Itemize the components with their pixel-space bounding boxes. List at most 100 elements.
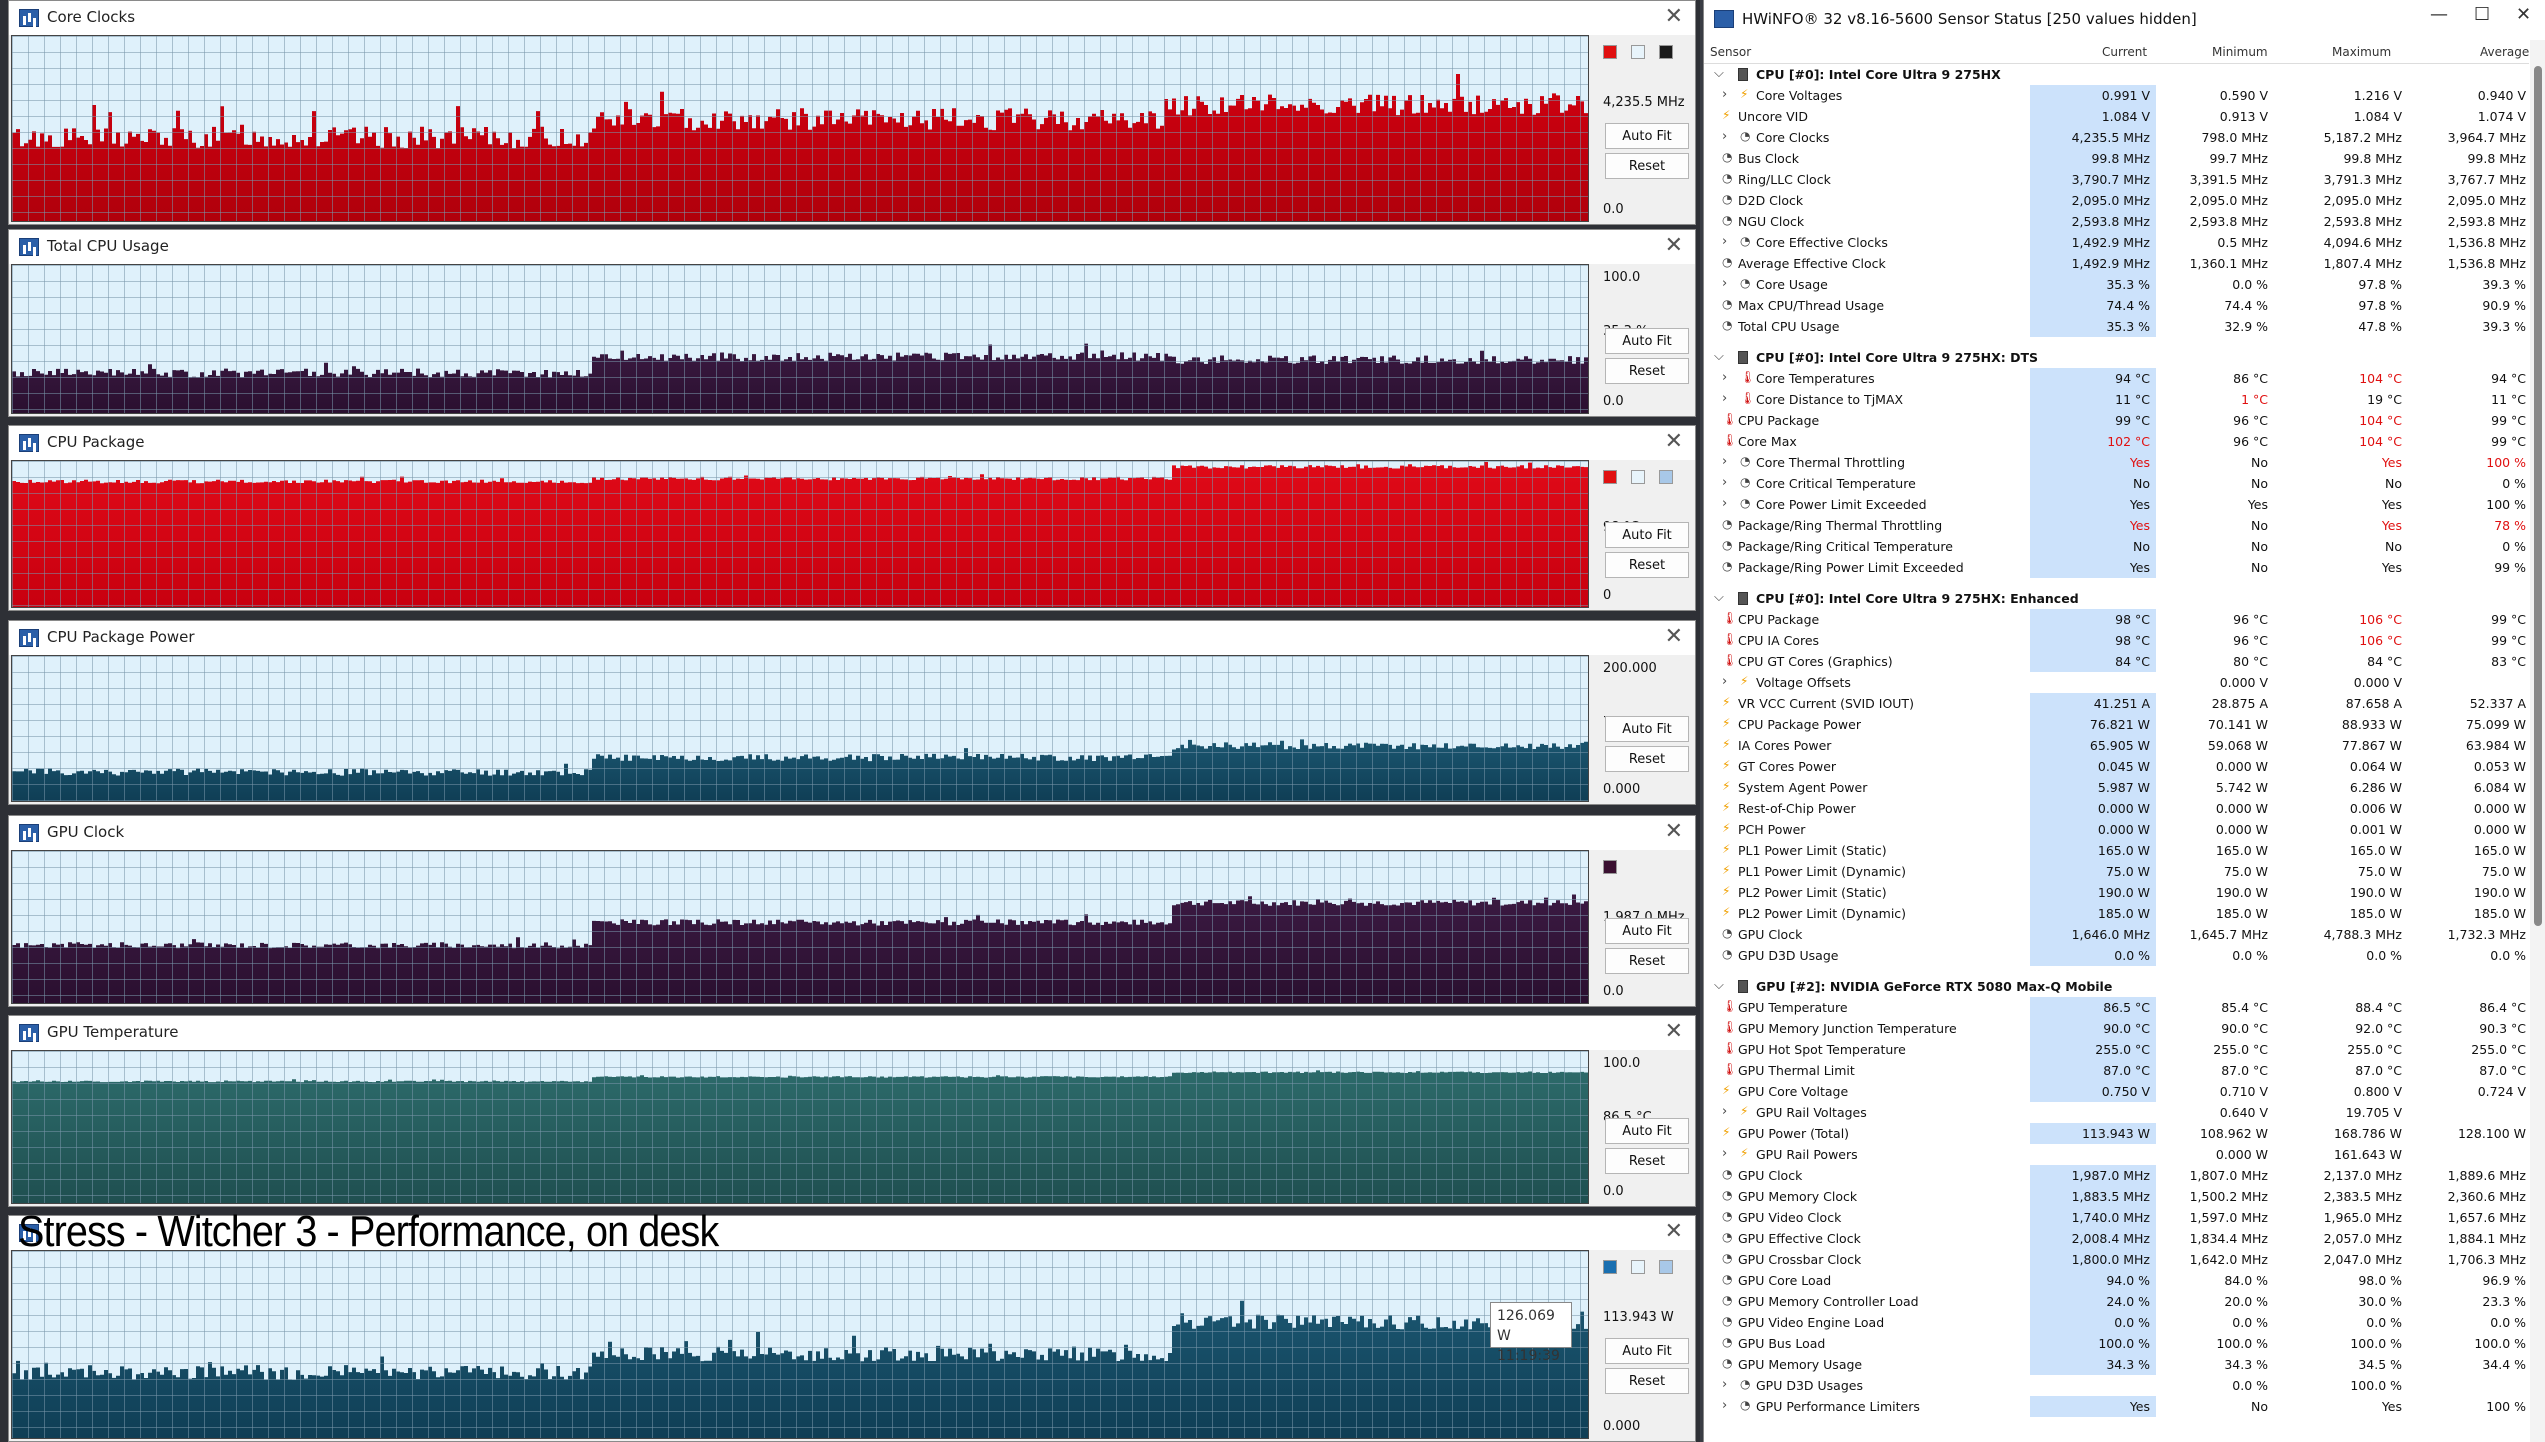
- sensor-row[interactable]: ⚡ Uncore VID 1.084 V 0.913 V 1.084 V 1.074 V: [1704, 106, 2529, 127]
- sensor-row[interactable]: ⚡ IA Cores Power 65.905 W 59.068 W 77.867 W 6…: [1704, 735, 2529, 756]
- sensor-row[interactable]: ◔ Ring/LLC Clock 3,790.7 MHz 3,391.5 MHz 3,7…: [1704, 169, 2529, 190]
- graph-titlebar[interactable]: Total CPU Usage ✕: [9, 230, 1695, 264]
- close-icon[interactable]: ✕: [1664, 233, 1683, 258]
- sensor-row[interactable]: ⚡ PL2 Power Limit (Static) 190.0 W 190.0 W 1…: [1704, 882, 2529, 903]
- sensor-row[interactable]: ◔ Total CPU Usage 35.3 % 32.9 % 47.8 % 39.3 %: [1704, 316, 2529, 337]
- close-button[interactable]: ✕: [2516, 4, 2532, 25]
- chevron-right-icon[interactable]: ›: [1722, 234, 1728, 249]
- sensor-group-header[interactable]: ⌵ CPU [#0]: Intel Core Ultra 9 275HX: DT…: [1704, 347, 2529, 368]
- sensor-group-header[interactable]: ⌵ GPU [#2]: NVIDIA GeForce RTX 5080 Max-…: [1704, 976, 2529, 997]
- chevron-right-icon[interactable]: ›: [1722, 1146, 1728, 1161]
- auto-fit-button[interactable]: Auto Fit: [1605, 918, 1689, 944]
- minimize-button[interactable]: —: [2430, 4, 2448, 25]
- chevron-right-icon[interactable]: ›: [1722, 1377, 1728, 1392]
- sensor-row[interactable]: 🌡 CPU Package 98 °C 96 °C 106 °C 99 °C: [1704, 609, 2529, 630]
- sensor-row[interactable]: ◔ GPU Memory Clock 1,883.5 MHz 1,500.2 MHz 2…: [1704, 1186, 2529, 1207]
- close-icon[interactable]: ✕: [1664, 429, 1683, 454]
- sensor-group-header[interactable]: ⌵ CPU [#0]: Intel Core Ultra 9 275HX: En…: [1704, 588, 2529, 609]
- series-color-swatch[interactable]: [1631, 470, 1645, 484]
- sensor-row[interactable]: › ⚡ Core Voltages 0.991 V 0.590 V 1.216 V 0.94…: [1704, 85, 2529, 106]
- graph-titlebar[interactable]: Core Clocks ✕: [9, 1, 1695, 35]
- graph-titlebar[interactable]: ✕: [9, 1216, 1695, 1250]
- chevron-down-icon[interactable]: ⌵: [1714, 590, 1724, 605]
- sensor-row[interactable]: ◔ GPU Memory Usage 34.3 % 34.3 % 34.5 % 34.4 …: [1704, 1354, 2529, 1375]
- sensor-row[interactable]: ⚡ CPU Package Power 76.821 W 70.141 W 88.933…: [1704, 714, 2529, 735]
- series-color-swatch[interactable]: [1659, 470, 1673, 484]
- auto-fit-button[interactable]: Auto Fit: [1605, 716, 1689, 742]
- close-icon[interactable]: ✕: [1664, 1019, 1683, 1044]
- reset-button[interactable]: Reset: [1605, 1368, 1689, 1394]
- graph-titlebar[interactable]: GPU Clock ✕: [9, 816, 1695, 850]
- chevron-right-icon[interactable]: ›: [1722, 454, 1728, 469]
- close-icon[interactable]: ✕: [1664, 4, 1683, 29]
- graph-titlebar[interactable]: CPU Package ✕: [9, 426, 1695, 460]
- sensor-row[interactable]: ◔ GPU Clock 1,987.0 MHz 1,807.0 MHz 2,137.0 …: [1704, 1165, 2529, 1186]
- auto-fit-button[interactable]: Auto Fit: [1605, 522, 1689, 548]
- close-icon[interactable]: ✕: [1664, 1219, 1683, 1244]
- sensor-row[interactable]: ◔ GPU Bus Load 100.0 % 100.0 % 100.0 % 100.0 …: [1704, 1333, 2529, 1354]
- auto-fit-button[interactable]: Auto Fit: [1605, 123, 1689, 149]
- sensor-row[interactable]: ◔ GPU Clock 1,646.0 MHz 1,645.7 MHz 4,788.3 …: [1704, 924, 2529, 945]
- sensor-row[interactable]: ◔ GPU Memory Controller Load 24.0 % 20.0 % 3…: [1704, 1291, 2529, 1312]
- sensor-row[interactable]: › ⚡ GPU Rail Voltages 0.640 V 19.705 V: [1704, 1102, 2529, 1123]
- sensor-row[interactable]: › ⚡ Voltage Offsets 0.000 V 0.000 V: [1704, 672, 2529, 693]
- auto-fit-button[interactable]: Auto Fit: [1605, 328, 1689, 354]
- col-current[interactable]: Current: [2102, 45, 2148, 59]
- sensor-row[interactable]: ◔ NGU Clock 2,593.8 MHz 2,593.8 MHz 2,593.8 …: [1704, 211, 2529, 232]
- sensor-row[interactable]: ◔ Average Effective Clock 1,492.9 MHz 1,360…: [1704, 253, 2529, 274]
- sensor-row[interactable]: ◔ Package/Ring Critical Temperature No No No…: [1704, 536, 2529, 557]
- sensor-row[interactable]: 🌡 Core Max 102 °C 96 °C 104 °C 99 °C: [1704, 431, 2529, 452]
- sensor-row[interactable]: ⚡ PL1 Power Limit (Dynamic) 75.0 W 75.0 W 75…: [1704, 861, 2529, 882]
- sensor-row[interactable]: › ◔ Core Thermal Throttling Yes No Yes 100 %: [1704, 452, 2529, 473]
- chevron-right-icon[interactable]: ›: [1722, 276, 1728, 291]
- sensor-row[interactable]: ◔ D2D Clock 2,095.0 MHz 2,095.0 MHz 2,095.0 …: [1704, 190, 2529, 211]
- series-color-swatch[interactable]: [1659, 1260, 1673, 1274]
- sensor-row[interactable]: › 🌡 Core Temperatures 94 °C 86 °C 104 °C 94 °C: [1704, 368, 2529, 389]
- sensor-row[interactable]: › 🌡 Core Distance to TjMAX 11 °C 1 °C 19 °C 11…: [1704, 389, 2529, 410]
- sensor-row[interactable]: ⚡ PL1 Power Limit (Static) 165.0 W 165.0 W 1…: [1704, 840, 2529, 861]
- sensor-row[interactable]: ◔ GPU Crossbar Clock 1,800.0 MHz 1,642.0 MH…: [1704, 1249, 2529, 1270]
- sensor-row[interactable]: ⚡ GPU Core Voltage 0.750 V 0.710 V 0.800 V 0.…: [1704, 1081, 2529, 1102]
- sensor-row[interactable]: › ◔ Core Power Limit Exceeded Yes Yes Yes 100 …: [1704, 494, 2529, 515]
- graph-titlebar[interactable]: CPU Package Power ✕: [9, 621, 1695, 655]
- reset-button[interactable]: Reset: [1605, 1148, 1689, 1174]
- chevron-right-icon[interactable]: ›: [1722, 496, 1728, 511]
- sensor-row[interactable]: ◔ Max CPU/Thread Usage 74.4 % 74.4 % 97.8 % 9…: [1704, 295, 2529, 316]
- sensor-row[interactable]: ◔ GPU Video Engine Load 0.0 % 0.0 % 0.0 % 0.0…: [1704, 1312, 2529, 1333]
- chevron-right-icon[interactable]: ›: [1722, 129, 1728, 144]
- sensor-row[interactable]: › ◔ Core Clocks 4,235.5 MHz 798.0 MHz 5,187.2…: [1704, 127, 2529, 148]
- sensor-row[interactable]: 🌡 CPU IA Cores 98 °C 96 °C 106 °C 99 °C: [1704, 630, 2529, 651]
- reset-button[interactable]: Reset: [1605, 948, 1689, 974]
- reset-button[interactable]: Reset: [1605, 358, 1689, 384]
- chevron-right-icon[interactable]: ›: [1722, 370, 1728, 385]
- reset-button[interactable]: Reset: [1605, 552, 1689, 578]
- auto-fit-button[interactable]: Auto Fit: [1605, 1338, 1689, 1364]
- series-color-swatch[interactable]: [1631, 45, 1645, 59]
- sensor-row[interactable]: ⚡ PCH Power 0.000 W 0.000 W 0.001 W 0.000 W: [1704, 819, 2529, 840]
- sensor-row[interactable]: ⚡ PL2 Power Limit (Dynamic) 185.0 W 185.0 W…: [1704, 903, 2529, 924]
- sensor-row[interactable]: ◔ Package/Ring Power Limit Exceeded Yes No Y…: [1704, 557, 2529, 578]
- sensor-row[interactable]: 🌡 CPU Package 99 °C 96 °C 104 °C 99 °C: [1704, 410, 2529, 431]
- series-color-swatch[interactable]: [1603, 45, 1617, 59]
- sensor-row[interactable]: › ◔ Core Effective Clocks 1,492.9 MHz 0.5 MH…: [1704, 232, 2529, 253]
- series-color-swatch[interactable]: [1659, 45, 1673, 59]
- scrollbar-thumb[interactable]: [2534, 66, 2542, 926]
- sensor-row[interactable]: ⚡ VR VCC Current (SVID IOUT) 41.251 A 28.87…: [1704, 693, 2529, 714]
- graph-titlebar[interactable]: GPU Temperature ✕: [9, 1016, 1695, 1050]
- chevron-right-icon[interactable]: ›: [1722, 87, 1728, 102]
- chevron-down-icon[interactable]: ⌵: [1714, 66, 1724, 81]
- sensor-row[interactable]: › ◔ GPU D3D Usages 0.0 % 100.0 %: [1704, 1375, 2529, 1396]
- sensor-row[interactable]: ◔ GPU D3D Usage 0.0 % 0.0 % 0.0 % 0.0 %: [1704, 945, 2529, 966]
- sensor-row[interactable]: › ◔ GPU Performance Limiters Yes No Yes 100 %: [1704, 1396, 2529, 1417]
- col-minimum[interactable]: Minimum: [2212, 45, 2268, 59]
- sensor-row[interactable]: ⚡ GPU Power (Total) 113.943 W 108.962 W 168.…: [1704, 1123, 2529, 1144]
- series-color-swatch[interactable]: [1631, 1260, 1645, 1274]
- sensor-row[interactable]: 🌡 GPU Memory Junction Temperature 90.0 °C 9…: [1704, 1018, 2529, 1039]
- series-color-swatch[interactable]: [1603, 860, 1617, 874]
- sensor-row[interactable]: 🌡 GPU Thermal Limit 87.0 °C 87.0 °C 87.0 °C 8…: [1704, 1060, 2529, 1081]
- sensor-row[interactable]: ◔ GPU Effective Clock 2,008.4 MHz 1,834.4 M…: [1704, 1228, 2529, 1249]
- maximize-button[interactable]: ☐: [2474, 4, 2491, 25]
- reset-button[interactable]: Reset: [1605, 746, 1689, 772]
- sensor-row[interactable]: ◔ GPU Core Load 94.0 % 84.0 % 98.0 % 96.9 %: [1704, 1270, 2529, 1291]
- sensor-row[interactable]: ⚡ GT Cores Power 0.045 W 0.000 W 0.064 W 0.05…: [1704, 756, 2529, 777]
